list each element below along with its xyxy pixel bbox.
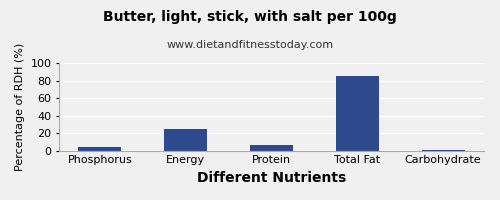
Bar: [78, 147, 122, 151]
Bar: [336, 76, 379, 151]
Bar: [164, 129, 207, 151]
Bar: [422, 150, 465, 151]
Y-axis label: Percentage of RDH (%): Percentage of RDH (%): [15, 43, 25, 171]
X-axis label: Different Nutrients: Different Nutrients: [197, 171, 346, 185]
Bar: [250, 145, 293, 151]
Text: Butter, light, stick, with salt per 100g: Butter, light, stick, with salt per 100g: [103, 10, 397, 24]
Text: www.dietandfitnesstoday.com: www.dietandfitnesstoday.com: [166, 40, 334, 50]
